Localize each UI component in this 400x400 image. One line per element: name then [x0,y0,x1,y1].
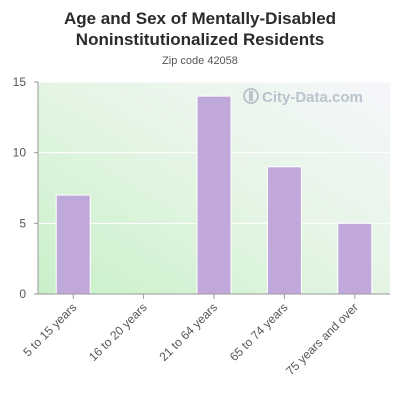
chart-subtitle: Zip code 42058 [162,55,238,67]
bar-3 [266,166,302,295]
watermark-text: City-Data.com [262,89,363,106]
x-tick-label-2: 21 to 64 years [156,300,220,364]
y-tick-label-1: 5 [19,216,26,230]
bar-2 [196,95,232,295]
watermark: City-Data.com [243,88,363,106]
y-tick-label-2: 10 [13,146,27,160]
y-tick-label-3: 15 [13,75,27,89]
x-tick-label-4: 75 years and over [283,300,361,378]
watermark-logo-icon [243,88,259,104]
chart-title: Age and Sex of Mentally-Disabled Noninst… [63,9,337,49]
y-tick-label-0: 0 [19,287,26,301]
watermark-logo-icon-bar [249,91,253,101]
x-tick-label-0: 5 to 15 years [20,300,79,359]
bar-4 [337,222,373,295]
x-tick-label-3: 65 to 74 years [227,300,291,364]
bar-0 [55,194,91,295]
x-tick-label-1: 16 to 20 years [86,300,150,364]
